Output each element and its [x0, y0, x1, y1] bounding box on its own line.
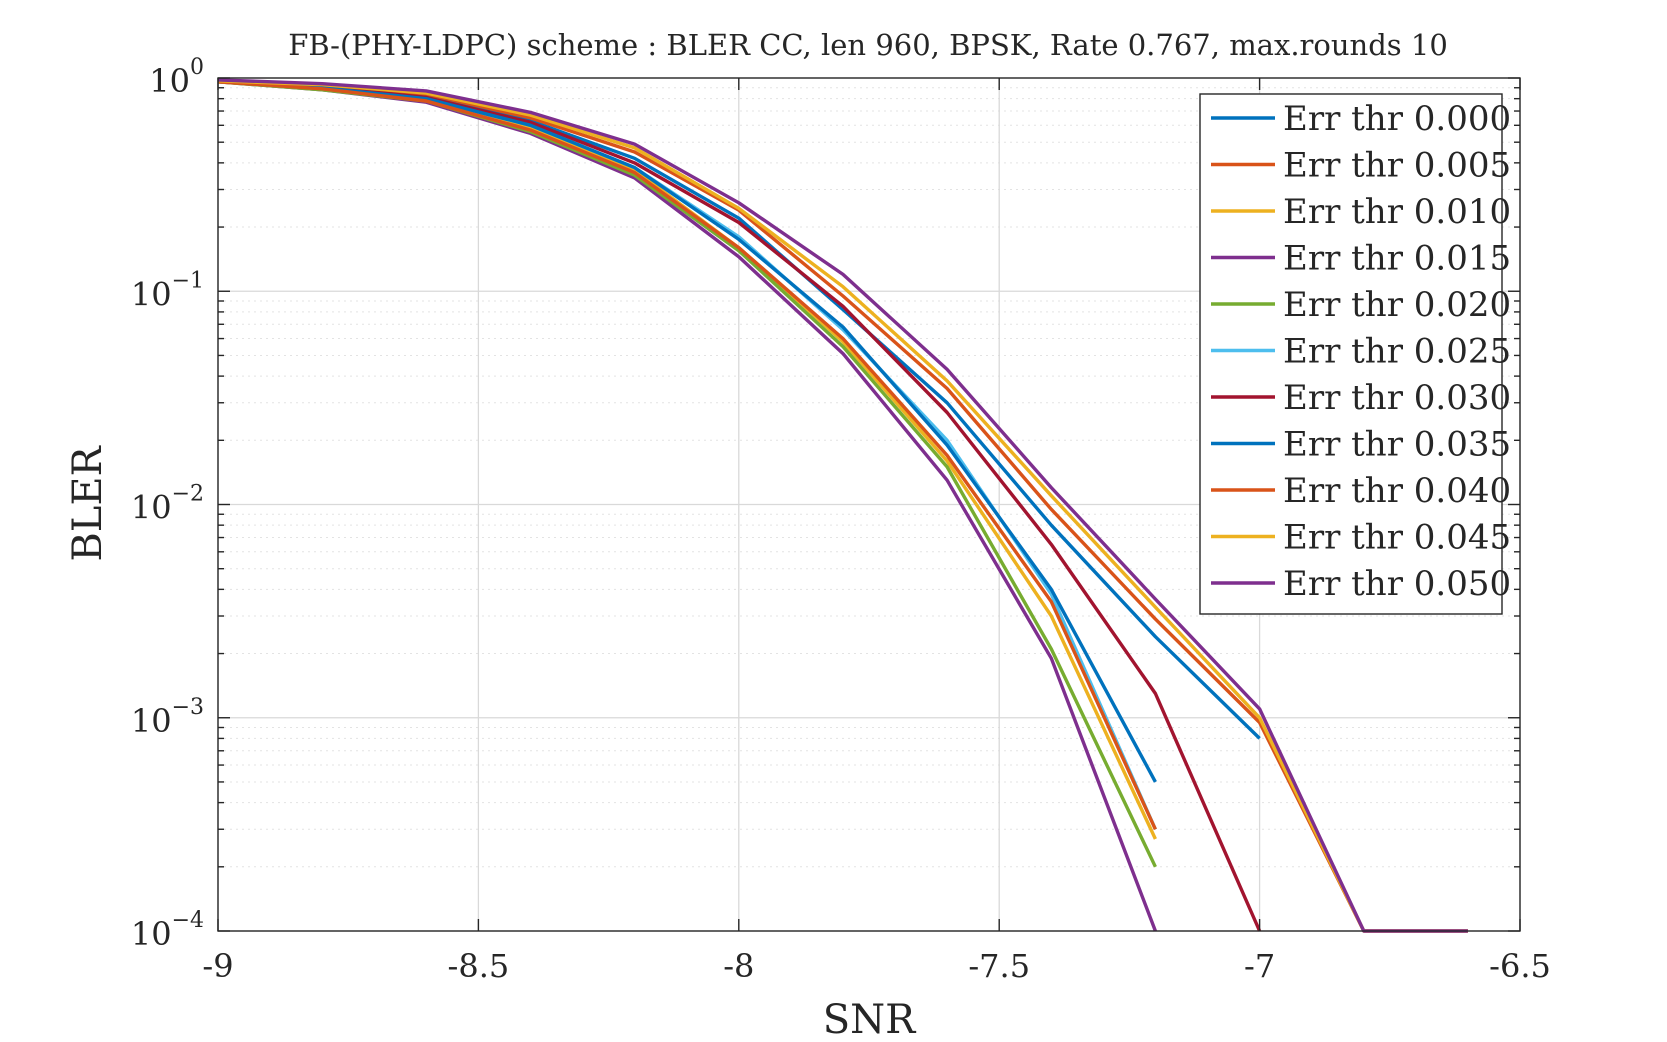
x-tick-label: -8.5 [448, 947, 510, 985]
tick-marks [217, 77, 1521, 932]
legend-label: Err thr 0.045 [1283, 518, 1511, 558]
x-axis-label: SNR [823, 997, 917, 1042]
y-tick-label: 10−3 [131, 695, 204, 740]
y-tick-label: 100 [149, 55, 204, 100]
chart-title: FB-(PHY-LDPC) scheme : BLER CC, len 960,… [288, 28, 1448, 62]
y-axis-label: BLER [65, 444, 111, 561]
y-tick-label: 10−1 [131, 268, 204, 313]
series-line [217, 79, 1468, 933]
x-tick-labels: -9 -8.5 -8 -7.5 -7 -6.5 [202, 947, 1550, 985]
y-tick-label: 10−4 [131, 908, 204, 953]
legend-label: Err thr 0.035 [1283, 425, 1511, 465]
x-tick-label: -6.5 [1489, 947, 1551, 985]
legend-label: Err thr 0.040 [1283, 471, 1511, 511]
legend-box [1199, 93, 1503, 615]
series-line [217, 80, 1157, 831]
y-tick-label: 10−2 [131, 482, 204, 527]
x-tick-label: -9 [202, 947, 233, 985]
series-lines [217, 78, 1468, 933]
legend-label: Err thr 0.050 [1283, 564, 1511, 604]
series-line [217, 78, 1468, 933]
legend-label: Err thr 0.020 [1283, 285, 1511, 325]
x-tick-label: -8 [723, 947, 754, 985]
x-tick-label: -7.5 [968, 947, 1030, 985]
y-tick-labels: 100 10−1 10−2 10−3 10−4 [131, 55, 204, 953]
legend-label: Err thr 0.010 [1283, 192, 1511, 232]
legend-label: Err thr 0.030 [1283, 378, 1511, 418]
legend-label: Err thr 0.005 [1283, 146, 1511, 186]
legend-label: Err thr 0.000 [1283, 99, 1511, 139]
legend: Err thr 0.000 Err thr 0.005 Err thr 0.010 E… [1199, 93, 1511, 615]
legend-label: Err thr 0.025 [1283, 332, 1511, 372]
legend-label: Err thr 0.015 [1283, 239, 1511, 279]
x-tick-label: -7 [1244, 947, 1275, 985]
legend-entries: Err thr 0.000 Err thr 0.005 Err thr 0.010 E… [1211, 99, 1511, 604]
